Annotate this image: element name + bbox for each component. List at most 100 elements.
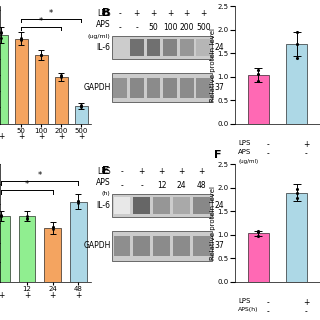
Bar: [247, 75, 269, 124]
Bar: [180, 39, 194, 56]
Point: [19, 36, 24, 41]
Text: -: -: [267, 308, 269, 316]
Text: +: +: [167, 9, 173, 18]
Bar: [147, 78, 160, 98]
Bar: [180, 78, 194, 98]
Bar: [0, 35, 7, 188]
Bar: [44, 228, 61, 320]
Text: -: -: [267, 140, 269, 149]
Bar: [19, 216, 35, 320]
Text: +: +: [75, 291, 82, 300]
Point: [38, 52, 44, 57]
Text: +: +: [58, 132, 64, 141]
Text: 50: 50: [148, 23, 158, 32]
Text: 200: 200: [180, 23, 194, 32]
Point: [79, 104, 84, 109]
Point: [76, 198, 81, 203]
Point: [294, 186, 300, 191]
Text: +: +: [150, 9, 157, 18]
Y-axis label: Relative protein level: Relative protein level: [210, 186, 216, 260]
Text: APS: APS: [96, 20, 111, 29]
Point: [0, 213, 4, 219]
Text: 24: 24: [214, 43, 224, 52]
Bar: [163, 78, 177, 98]
Text: 24: 24: [214, 201, 224, 210]
Bar: [153, 236, 170, 256]
Text: +: +: [159, 167, 165, 176]
Point: [76, 198, 81, 204]
Bar: [112, 231, 212, 260]
Text: 24: 24: [177, 181, 187, 190]
Point: [294, 196, 300, 201]
Point: [24, 213, 29, 218]
Text: IL-6: IL-6: [97, 43, 111, 52]
Point: [0, 212, 4, 218]
Bar: [196, 78, 210, 98]
Text: +: +: [0, 132, 4, 141]
Bar: [112, 73, 212, 102]
Text: +: +: [78, 132, 84, 141]
Text: LPS: LPS: [238, 298, 251, 304]
Text: -: -: [119, 23, 122, 32]
Text: (ug/ml): (ug/ml): [238, 159, 259, 164]
Text: APS: APS: [238, 149, 252, 155]
Text: 48: 48: [197, 181, 206, 190]
Bar: [133, 197, 150, 214]
Bar: [133, 236, 150, 256]
Text: C: C: [214, 0, 222, 2]
Text: APS(h): APS(h): [238, 308, 259, 312]
Bar: [193, 236, 210, 256]
Text: LPS: LPS: [97, 167, 111, 176]
Point: [294, 30, 300, 35]
Text: GAPDH: GAPDH: [83, 241, 111, 250]
Text: -: -: [267, 149, 269, 158]
Point: [50, 224, 55, 229]
Point: [76, 200, 81, 205]
Bar: [112, 194, 212, 217]
Point: [294, 55, 300, 60]
Bar: [112, 36, 212, 59]
Bar: [75, 106, 88, 188]
Bar: [14, 39, 28, 188]
Point: [0, 213, 4, 218]
Bar: [70, 202, 87, 320]
Text: *: *: [25, 180, 29, 189]
Point: [50, 225, 55, 230]
Text: GAPDH: GAPDH: [83, 83, 111, 92]
Text: APS: APS: [96, 178, 111, 187]
Point: [50, 227, 55, 232]
Point: [79, 102, 84, 108]
Point: [256, 230, 261, 235]
Text: *: *: [39, 17, 43, 26]
Text: +: +: [134, 9, 140, 18]
Point: [19, 37, 24, 43]
Point: [256, 79, 261, 84]
Text: -: -: [135, 23, 138, 32]
Point: [256, 72, 261, 77]
Point: [256, 233, 261, 238]
Bar: [35, 55, 48, 188]
Point: [0, 29, 4, 35]
Text: +: +: [183, 9, 190, 18]
Point: [24, 215, 29, 220]
Text: 37: 37: [214, 83, 224, 92]
Text: B: B: [102, 8, 110, 18]
Bar: [55, 77, 68, 188]
Text: +: +: [303, 140, 310, 149]
Y-axis label: Relative protein level: Relative protein level: [210, 28, 216, 102]
Text: *: *: [38, 171, 42, 180]
Text: +: +: [198, 167, 205, 176]
Point: [59, 74, 64, 79]
Text: -: -: [305, 149, 308, 158]
Text: +: +: [0, 291, 4, 300]
Text: E: E: [102, 166, 109, 176]
Point: [294, 41, 300, 46]
Text: +: +: [139, 167, 145, 176]
Text: +: +: [179, 167, 185, 176]
Text: (ug/ml): (ug/ml): [88, 34, 111, 39]
Text: IL-6: IL-6: [97, 201, 111, 210]
Text: -: -: [121, 181, 123, 190]
Bar: [147, 39, 160, 56]
Point: [38, 52, 44, 57]
Bar: [196, 39, 210, 56]
